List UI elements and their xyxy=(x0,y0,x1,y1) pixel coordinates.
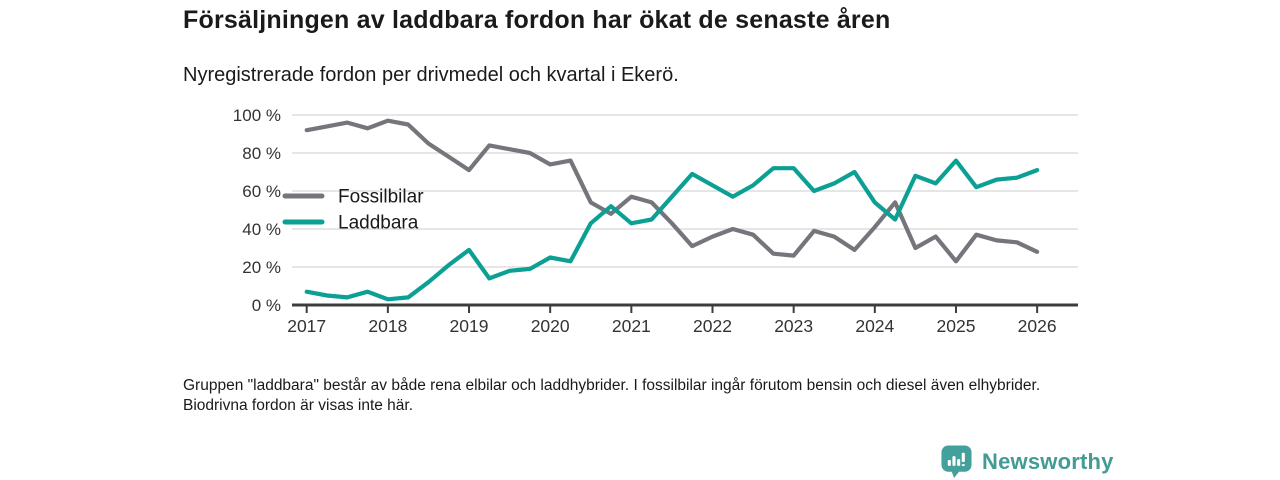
chart-title: Försäljningen av laddbara fordon har öka… xyxy=(183,6,891,34)
y-tick-label: 40 % xyxy=(242,220,281,239)
x-tick-label: 2024 xyxy=(855,316,894,336)
y-tick-label: 100 % xyxy=(233,106,281,125)
newsworthy-logo: Newsworthy xyxy=(940,444,1114,480)
x-tick-label: 2017 xyxy=(287,316,326,336)
legend-label-fossilbilar: Fossilbilar xyxy=(338,187,424,208)
x-tick-label: 2026 xyxy=(1018,316,1057,336)
x-tick-label: 2018 xyxy=(368,316,407,336)
x-tick-label: 2020 xyxy=(531,316,570,336)
y-tick-label: 20 % xyxy=(242,258,281,277)
series-line-laddbara xyxy=(304,158,1040,302)
x-tick-label: 2025 xyxy=(937,316,976,336)
newsworthy-logo-text: Newsworthy xyxy=(982,449,1114,474)
x-tick-label: 2021 xyxy=(612,316,651,336)
y-tick-label: 80 % xyxy=(242,144,281,163)
y-tick-label: 0 % xyxy=(252,296,281,315)
legend-label-laddbara: Laddbara xyxy=(338,213,419,234)
x-tick-label: 2019 xyxy=(450,316,489,336)
series-line-fossilbilar xyxy=(304,118,1040,264)
bar-chart-badge-icon xyxy=(941,445,972,479)
chart-footnote: Gruppen "laddbara" består av både rena e… xyxy=(183,377,1041,415)
chart-subtitle: Nyregistrerade fordon per drivmedel och … xyxy=(183,64,679,86)
y-tick-label: 60 % xyxy=(242,182,281,201)
x-tick-label: 2023 xyxy=(774,316,813,336)
x-tick-label: 2022 xyxy=(693,316,732,336)
line-chart: 0 % 20 % 40 % 60 % 80 % 100 % 2017 2018 2019 2020… xyxy=(233,106,1078,336)
